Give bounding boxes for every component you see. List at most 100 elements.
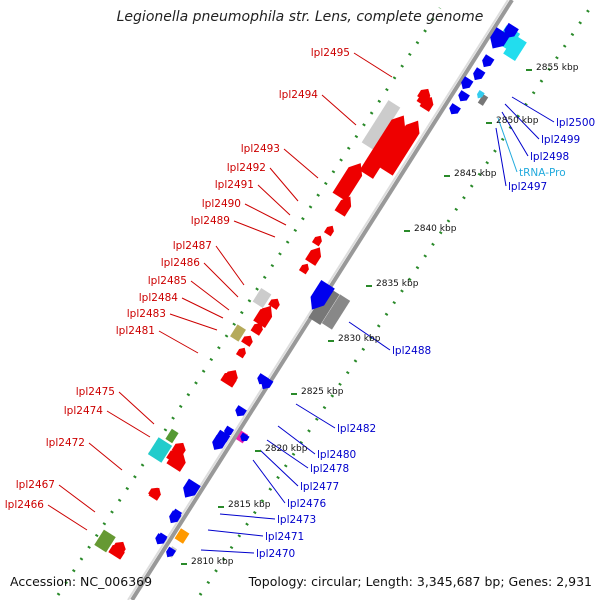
forward-tick-track [56, 7, 442, 596]
forward-gene-arrow [258, 306, 271, 320]
gene-label-lpl2490: lpl2490 [202, 198, 241, 210]
forward-gene-arrow-shape [379, 120, 420, 176]
gene-lpl2490-shape [305, 247, 322, 266]
gene-lpl2484-shape [241, 335, 253, 347]
reverse-feature-block-shape [174, 528, 190, 544]
gene-label-lpl2493: lpl2493 [241, 143, 280, 155]
reverse-gene-arrow [449, 103, 461, 115]
scale-label-2830-kbp: 2830 kbp [338, 334, 381, 344]
forward-gene-arrow-shape [258, 306, 271, 320]
forward-gene-arrow [148, 487, 161, 501]
forward-feature-block [361, 100, 401, 150]
gene-label-lpl2482: lpl2482 [337, 423, 376, 435]
gene-leader-lpl2475 [118, 391, 155, 425]
gene-label-lpl2478: lpl2478 [310, 463, 349, 475]
scale-label-2820-kbp: 2820 kbp [265, 444, 308, 454]
reverse-gene-arrow [261, 376, 274, 390]
forward-feature-block [252, 288, 272, 308]
forward-gene-arrow [111, 541, 126, 556]
forward-gene-arrow-shape [223, 370, 238, 386]
gene-leader-lpl2470 [200, 549, 255, 554]
forward-gene-arrow [417, 88, 431, 103]
gene-leader-lpl2500 [511, 96, 555, 123]
gene-lpl2491 [323, 225, 334, 237]
gene-label-lpl2487: lpl2487 [173, 240, 212, 252]
forward-feature-block [165, 428, 179, 444]
gene-leader-lpl2493 [283, 148, 319, 179]
gene-lpl2484 [241, 335, 253, 347]
gene-lpl2498 [473, 67, 486, 81]
forward-gene-arrow-shape [148, 487, 161, 501]
gene-leader-lpl2484 [181, 297, 224, 319]
gene-lpl2487 [268, 298, 280, 310]
forward-gene-arrow-shape [417, 88, 431, 103]
gene-lpl2489 [298, 263, 309, 275]
forward-feature-block-shape [252, 288, 272, 308]
gene-label-lpl2477: lpl2477 [300, 481, 339, 493]
gene-lpl2480-shape [235, 405, 247, 417]
gene-leader-lpl2497 [495, 127, 507, 187]
gene-lpl2500-shape [490, 27, 511, 49]
gene-label-lpl2486: lpl2486 [161, 257, 201, 269]
gene-leader-lpl2490 [244, 203, 287, 226]
reverse-gene-arrow-shape [504, 22, 519, 38]
gene-leader-lpl2472 [88, 442, 123, 471]
gene-label-lpl2466: lpl2466 [5, 499, 45, 511]
reverse-gene-arrow-shape [449, 103, 461, 115]
gene-leader-lpl2480 [277, 425, 316, 455]
gene-label-lpl2475: lpl2475 [76, 386, 115, 398]
gene-lpl2493 [332, 163, 363, 202]
forward-gene-arrow-shape [111, 541, 126, 556]
gene-label-lpl2480: lpl2480 [317, 449, 356, 461]
gene-lpl2492-shape [334, 196, 352, 217]
gene-lpl2498-shape [473, 67, 486, 81]
forward-gene-arrow [379, 120, 420, 176]
gene-label-lpl2476: lpl2476 [287, 498, 327, 510]
scale-label-2810-kbp: 2810 kbp [191, 557, 234, 567]
reverse-gene-arrow-shape [224, 425, 235, 437]
gene-lpl2494-shape [359, 115, 406, 179]
forward-gene-arrow-shape [419, 97, 434, 112]
gene-lpl2497 [458, 90, 470, 102]
gene-leader-lpl2494 [321, 94, 357, 126]
gene-leader-lpl2499 [504, 103, 540, 140]
gene-lpl2489-shape [298, 263, 309, 275]
reverse-feature-block-shape [308, 287, 340, 325]
gene-lpl2497-shape [458, 90, 470, 102]
reverse-feature-block [321, 294, 351, 330]
gene-lpl2477-shape [240, 432, 250, 442]
reverse-feature-block [477, 94, 489, 106]
forward-gene-arrow [166, 449, 181, 465]
forward-feature-block [147, 437, 173, 463]
gene-lpl2485 [250, 322, 263, 336]
gene-lpl2493-shape [332, 163, 363, 202]
gene-leader-lpl2498 [501, 111, 529, 157]
gene-lpl2494 [359, 115, 406, 179]
reverse-feature-block-shape [321, 294, 351, 330]
reverse-gene-arrow [158, 532, 168, 542]
gene-label-lpl2495: lpl2495 [311, 47, 350, 59]
gene-leader-lpl2476 [252, 459, 286, 504]
gene-leader-lpl2467 [58, 484, 96, 513]
gene-trna-pro-shape [477, 90, 485, 99]
scale-label-2845-kbp: 2845 kbp [454, 169, 497, 179]
reverse-gene-arrow-shape [261, 376, 274, 390]
reverse-gene-arrow [224, 425, 235, 437]
gene-label-lpl2499: lpl2499 [541, 134, 580, 146]
gene-label-lpl2489: lpl2489 [191, 215, 230, 227]
forward-feature-block-shape [165, 428, 179, 444]
reverse-gene-arrow-shape [158, 532, 168, 542]
gene-leader-lpl2486 [203, 262, 239, 298]
gene-leader-lpl2477 [259, 449, 299, 487]
forward-feature-block [94, 529, 116, 553]
gene-trna-pro [477, 90, 485, 99]
gene-leader-trna-pro [497, 117, 518, 173]
gene-label-trna-pro: tRNA-Pro [519, 167, 566, 179]
gene-lpl2500 [490, 27, 511, 49]
scale-label-2825-kbp: 2825 kbp [301, 387, 344, 397]
scale-label-2850-kbp: 2850 kbp [496, 116, 539, 126]
map-title: Legionella pneumophila str. Lens, comple… [116, 9, 484, 25]
gene-label-lpl2474: lpl2474 [64, 405, 104, 417]
